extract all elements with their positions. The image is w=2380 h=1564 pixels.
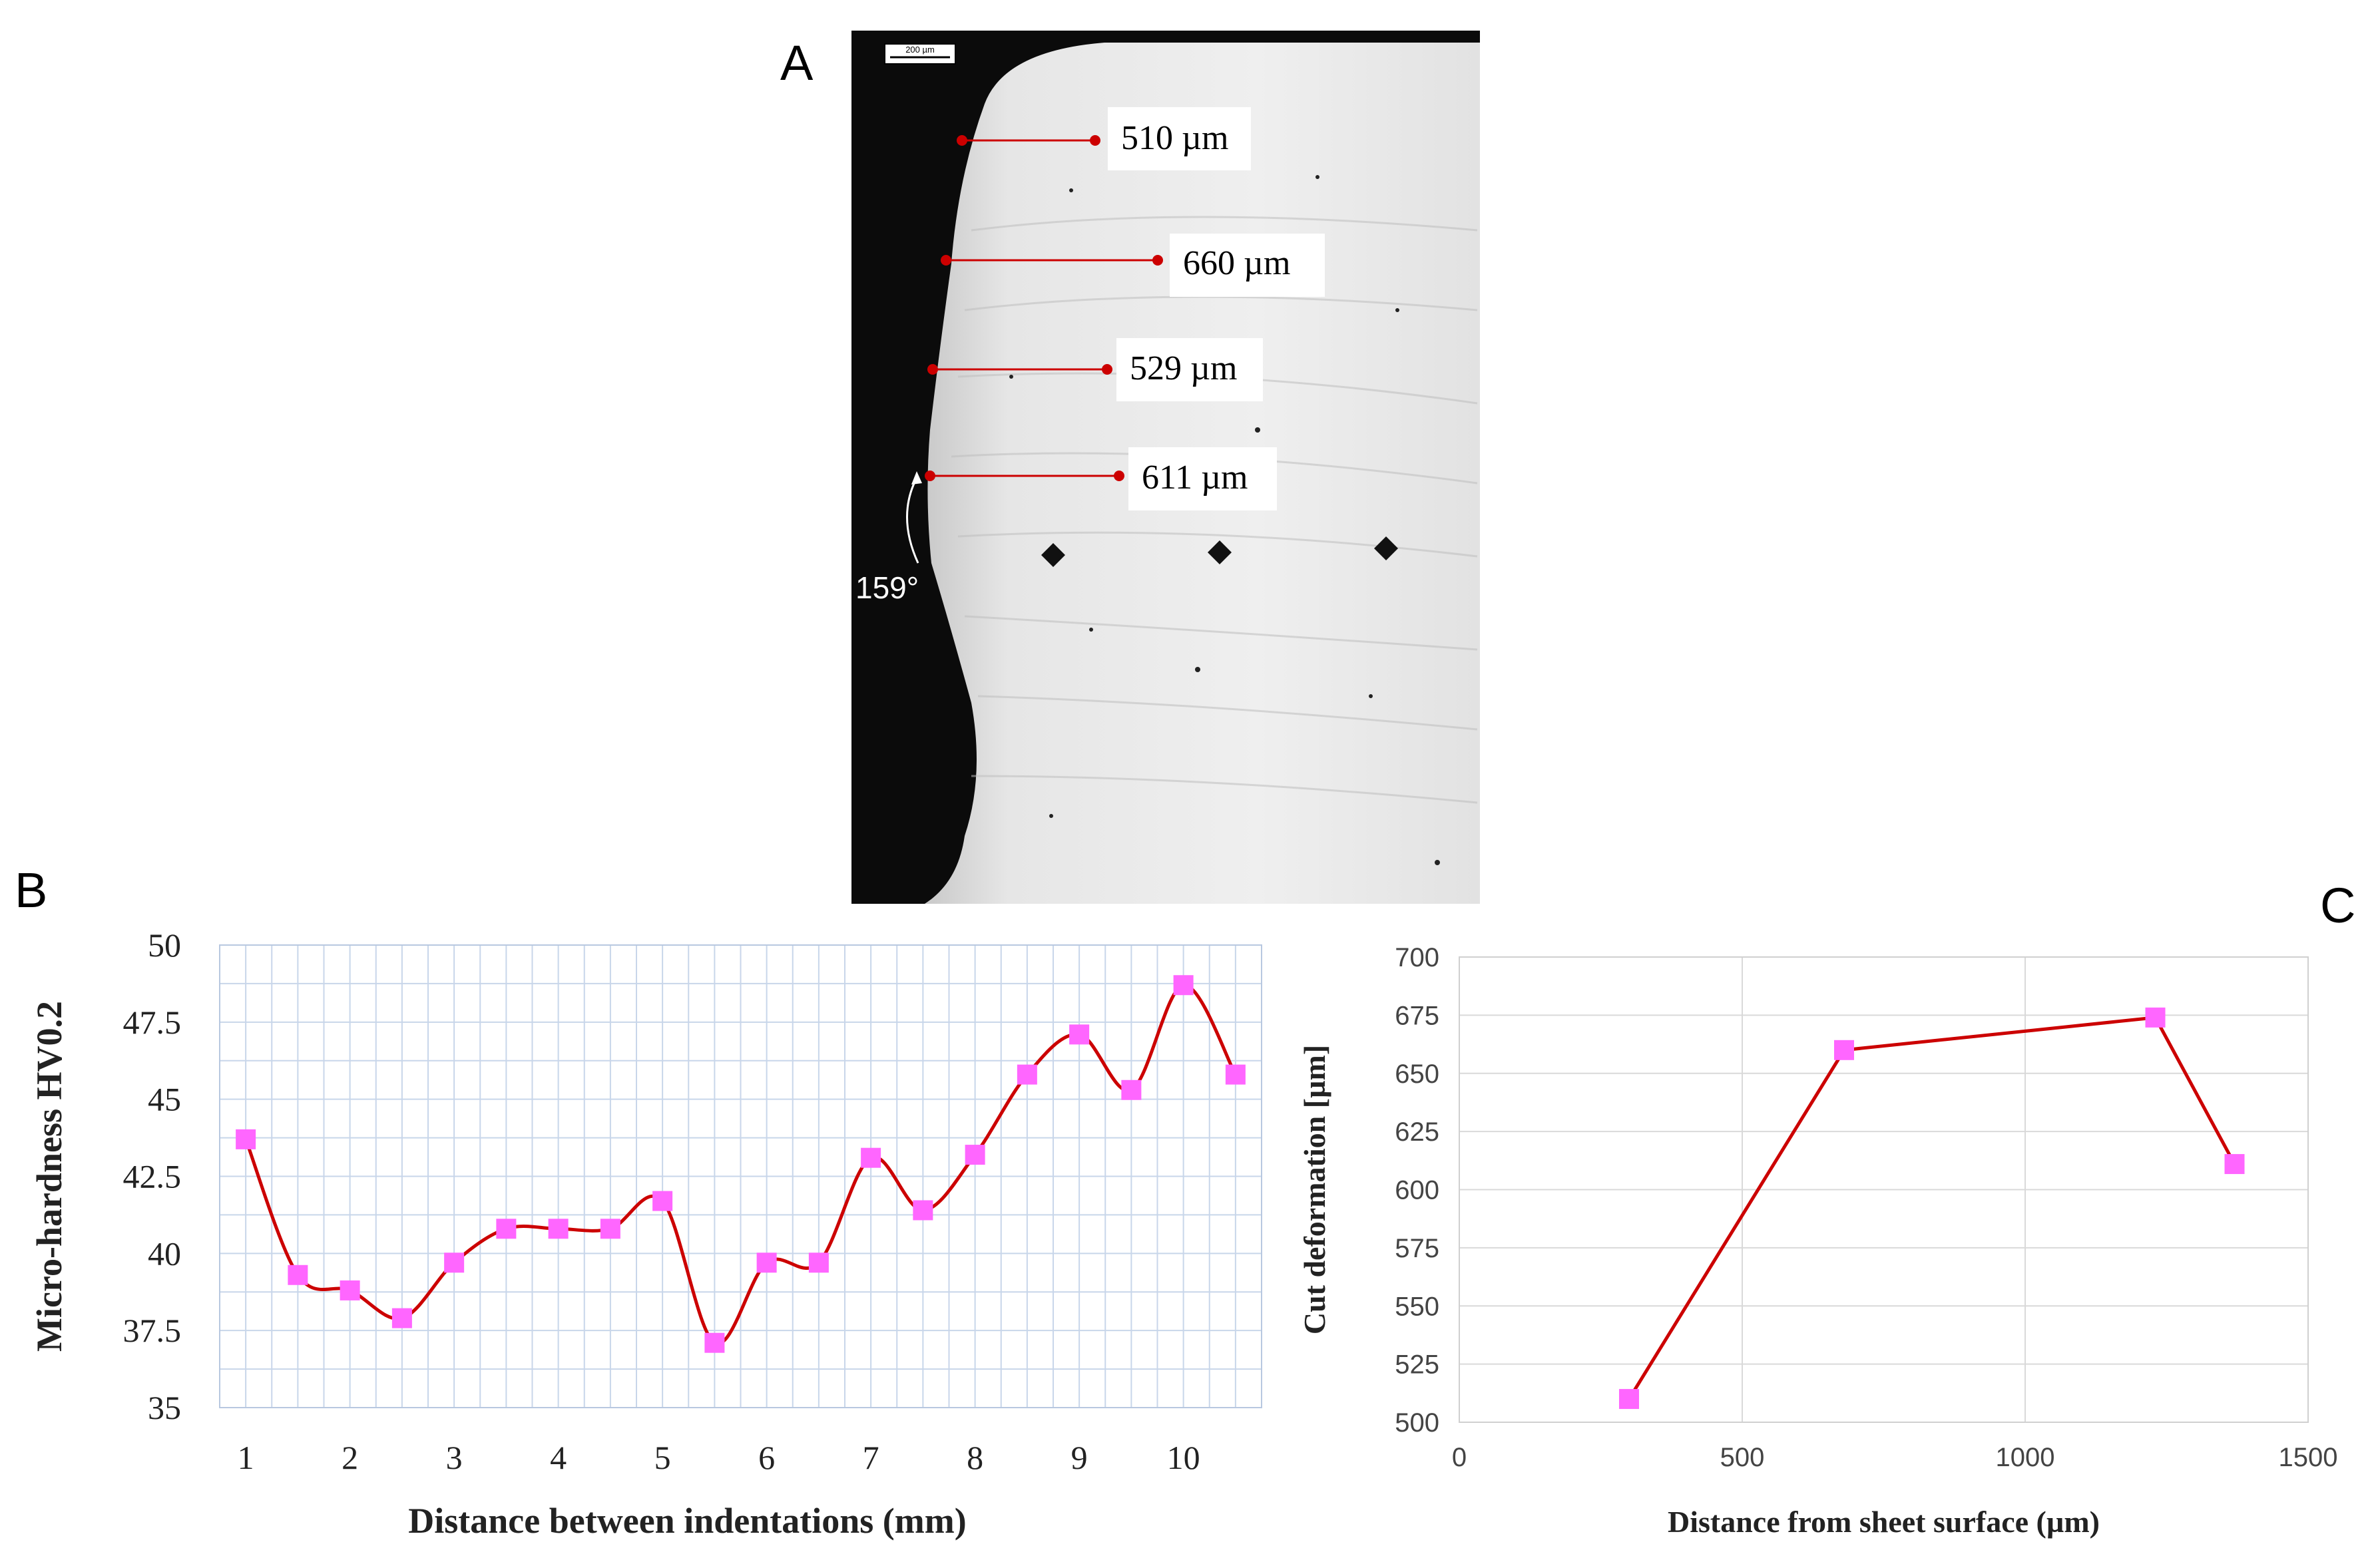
data-point-marker — [2224, 1154, 2245, 1175]
x-tick-label: 4 — [550, 1439, 567, 1476]
data-point-marker — [2145, 1007, 2166, 1028]
x-tick-label: 3 — [446, 1439, 463, 1476]
data-point-marker — [861, 1147, 881, 1168]
data-point-marker — [496, 1219, 517, 1239]
data-point-marker — [1834, 1040, 1854, 1060]
x-tick-label: 8 — [967, 1439, 983, 1476]
data-point-marker — [1121, 1079, 1142, 1100]
y-axis-label: Micro-hardness HV0.2 — [29, 1001, 69, 1352]
data-point-marker — [756, 1253, 777, 1273]
y-tick-label: 700 — [1395, 943, 1439, 972]
panel-letter-c: C — [2320, 878, 2356, 933]
y-tick-label: 35 — [148, 1389, 181, 1426]
data-point-marker — [1173, 975, 1194, 996]
data-point-marker — [340, 1280, 360, 1300]
data-point-marker — [236, 1129, 256, 1149]
data-point-marker — [808, 1253, 829, 1273]
y-tick-label: 650 — [1395, 1060, 1439, 1089]
y-tick-label: 45 — [148, 1081, 181, 1118]
data-point-marker — [600, 1219, 620, 1239]
chart-b: 1 2 3 4 5 6 7 8 9 103537.54042.54547.550Distance … — [29, 926, 1262, 1541]
measurement-label-2: 660 µm — [1183, 244, 1290, 282]
x-tick-label: 1000 — [1996, 1443, 2055, 1472]
scale-bar-box — [884, 43, 956, 65]
data-point-marker — [288, 1265, 308, 1285]
x-tick-label: 6 — [758, 1439, 775, 1476]
y-tick-label: 37.5 — [123, 1312, 182, 1349]
x-tick-label: 5 — [654, 1439, 671, 1476]
x-tick-label: 500 — [1720, 1443, 1765, 1472]
x-tick-label: 1 — [238, 1439, 254, 1476]
y-tick-label: 675 — [1395, 1001, 1439, 1030]
x-axis-label: Distance between indentations (mm) — [408, 1501, 966, 1541]
data-point-marker — [704, 1332, 725, 1353]
x-tick-label: 1500 — [2279, 1443, 2338, 1472]
measurement-3: 529 µm — [927, 338, 1263, 401]
measurement-1: 510 µm — [957, 107, 1251, 170]
measurement-2: 660 µm — [941, 234, 1325, 297]
data-point-marker — [1017, 1064, 1037, 1085]
series-line — [1627, 1016, 2236, 1400]
panel-letter-b: B — [15, 863, 48, 918]
angle-label: 159° — [855, 570, 919, 605]
angle-arrowhead — [911, 471, 922, 485]
data-point-marker — [1069, 1024, 1090, 1045]
data-point-marker — [548, 1219, 569, 1239]
data-point-marker — [1225, 1064, 1246, 1085]
data-point-marker — [1619, 1389, 1639, 1410]
y-axis-label: Cut deformation [µm] — [1298, 1045, 1331, 1334]
y-tick-label: 525 — [1395, 1350, 1439, 1380]
scale-bar-label: 200 µm — [905, 45, 935, 55]
y-tick-label: 42.5 — [123, 1158, 182, 1195]
measurement-4: 611 µm — [925, 447, 1277, 510]
y-tick-label: 50 — [148, 926, 181, 964]
micrograph-image: 200 µm 510 µm 660 µm 529 µm 611 µm — [851, 31, 1480, 904]
y-tick-label: 600 — [1395, 1176, 1439, 1205]
x-axis-label: Distance from sheet surface (µm) — [1668, 1505, 2100, 1539]
y-tick-label: 500 — [1395, 1408, 1439, 1438]
micrograph-panel: 200 µm 510 µm 660 µm 529 µm 611 µm — [851, 31, 1480, 904]
y-tick-label: 550 — [1395, 1292, 1439, 1321]
indentation-marks — [1041, 536, 1398, 567]
y-tick-label: 47.5 — [123, 1004, 182, 1041]
chart-c: 0 500 1000 1500 500 525 550 575 600 625 650 675 700 D… — [1298, 943, 2338, 1539]
panel-letter-a: A — [780, 35, 814, 91]
plot-frame — [219, 944, 1262, 1408]
x-tick-label: 7 — [863, 1439, 879, 1476]
data-point-marker — [391, 1308, 412, 1328]
data-point-marker — [913, 1200, 933, 1221]
measurement-label-1: 510 µm — [1121, 119, 1228, 157]
x-tick-label: 9 — [1071, 1439, 1088, 1476]
y-tick-label: 575 — [1395, 1234, 1439, 1263]
x-tick-label: 10 — [1167, 1439, 1200, 1476]
data-point-marker — [652, 1191, 673, 1211]
measurement-label-4: 611 µm — [1142, 459, 1248, 496]
data-point-marker — [965, 1145, 985, 1165]
y-tick-label: 625 — [1395, 1117, 1439, 1147]
angle-arc — [906, 477, 919, 564]
plot-frame — [1459, 956, 2309, 1423]
x-tick-label: 0 — [1452, 1443, 1467, 1472]
y-tick-label: 40 — [148, 1235, 181, 1272]
data-point-marker — [444, 1253, 465, 1273]
x-tick-label: 2 — [342, 1439, 358, 1476]
measurement-label-3: 529 µm — [1130, 349, 1237, 387]
